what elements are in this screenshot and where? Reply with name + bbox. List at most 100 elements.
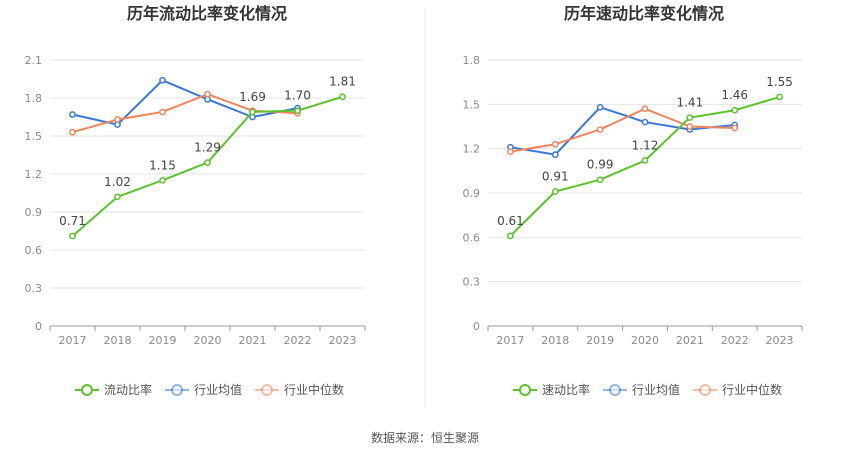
chart-title: 历年速动比率变化情况 — [564, 4, 724, 23]
data-point — [159, 108, 166, 116]
legend-marker — [609, 384, 621, 396]
data-point — [641, 157, 649, 164]
data-label: 1.81 — [329, 75, 356, 89]
y-tick-label: 1.2 — [463, 143, 481, 156]
y-tick-label: 1.8 — [463, 54, 481, 67]
data-point — [204, 90, 211, 98]
data-source-label: 数据来源：恒生聚源 — [371, 430, 479, 445]
data-point — [114, 116, 121, 123]
x-tick-label: 2021 — [239, 334, 267, 347]
y-tick-label: 2.1 — [25, 54, 43, 67]
data-point — [641, 118, 649, 126]
legend-label: 速动比率 — [542, 382, 590, 397]
data-point — [204, 159, 211, 166]
legend-marker — [81, 384, 93, 396]
data-label: 0.91 — [542, 170, 569, 184]
x-tick-label: 2018 — [541, 334, 569, 347]
data-point — [69, 232, 76, 240]
data-point — [686, 114, 694, 121]
legend-item: 速动比率 — [513, 382, 590, 397]
series-line-1 — [72, 79, 298, 126]
series-line-2 — [510, 107, 735, 153]
data-point — [339, 93, 346, 101]
data-point — [69, 111, 76, 118]
data-point — [551, 140, 559, 148]
series-line-0 — [509, 95, 780, 237]
data-point — [507, 232, 514, 240]
legend-item: 行业中位数 — [693, 382, 782, 397]
y-tick-label: 0 — [473, 320, 480, 333]
data-label: 1.41 — [676, 96, 703, 110]
y-tick-label: 1.5 — [463, 98, 481, 111]
data-label: 0.71 — [59, 214, 86, 228]
legend-item: 流动比率 — [75, 382, 152, 397]
x-tick-label: 2021 — [676, 334, 704, 347]
data-point — [159, 176, 166, 184]
y-tick-label: 0.3 — [463, 276, 481, 289]
y-tick-label: 1.8 — [25, 92, 43, 105]
legend-label: 行业均值 — [194, 382, 242, 397]
data-point — [249, 108, 256, 116]
data-point — [551, 188, 559, 195]
y-tick-label: 0.3 — [25, 282, 43, 295]
x-tick-label: 2022 — [721, 334, 749, 347]
x-tick-label: 2019 — [586, 334, 614, 347]
legend-label: 行业均值 — [632, 382, 680, 397]
data-label: 0.99 — [587, 158, 614, 172]
data-point — [731, 124, 739, 132]
x-tick-label: 2017 — [59, 334, 87, 347]
data-label: 1.29 — [194, 141, 221, 155]
data-point — [294, 107, 301, 115]
legend-label: 行业中位数 — [722, 382, 782, 397]
series-line-0 — [71, 95, 343, 237]
data-label: 1.69 — [239, 90, 266, 104]
x-tick-label: 2023 — [766, 334, 794, 347]
data-point — [507, 148, 514, 155]
current-ratio-chart: 历年流动比率变化情况 0 0.3 0.6 0.9 1.2 1.5 1.8 2.1 2017 2018… — [25, 4, 366, 397]
legend-item: 行业均值 — [603, 382, 680, 397]
data-point — [731, 106, 739, 114]
x-tick-label: 2017 — [496, 334, 524, 347]
x-tick-label: 2022 — [284, 334, 312, 347]
x-tick-label: 2019 — [149, 334, 177, 347]
legend-item: 行业中位数 — [255, 382, 344, 397]
data-point — [596, 126, 604, 133]
legend-marker — [261, 384, 273, 396]
data-point — [114, 193, 121, 201]
data-label: 0.61 — [497, 214, 524, 228]
data-label: 1.12 — [632, 138, 659, 152]
data-label: 1.15 — [149, 158, 176, 172]
y-tick-label: 0.9 — [25, 206, 43, 219]
data-point — [596, 176, 604, 184]
x-tick-label: 2023 — [329, 334, 357, 347]
legend-label: 流动比率 — [104, 382, 152, 397]
quick-ratio-chart: 历年速动比率变化情况 0 0.3 0.6 0.9 1.2 1.5 1.8 2017 2018 201… — [463, 4, 803, 397]
data-label: 1.55 — [766, 75, 793, 89]
data-point — [596, 103, 604, 111]
y-tick-label: 0 — [35, 320, 42, 333]
y-tick-label: 0.9 — [463, 187, 481, 200]
data-point — [159, 76, 166, 84]
data-point — [551, 151, 559, 158]
y-tick-label: 0.6 — [25, 244, 43, 257]
data-label: 1.02 — [104, 175, 131, 189]
y-tick-label: 0.6 — [463, 231, 481, 244]
y-tick-label: 1.2 — [25, 168, 43, 181]
legend-marker — [519, 384, 531, 396]
x-tick-label: 2018 — [104, 334, 132, 347]
data-point — [641, 105, 649, 113]
y-tick-label: 1.5 — [25, 130, 43, 143]
legend-marker — [699, 384, 711, 396]
legend-label: 行业中位数 — [284, 382, 344, 397]
x-tick-label: 2020 — [194, 334, 222, 347]
legend-marker — [171, 384, 183, 396]
series-line-1 — [510, 106, 735, 156]
data-point — [686, 123, 694, 130]
data-label: 1.70 — [284, 89, 311, 103]
x-tick-label: 2020 — [631, 334, 659, 347]
data-point — [69, 128, 76, 136]
data-label: 1.46 — [721, 88, 748, 102]
chart-title: 历年流动比率变化情况 — [127, 4, 287, 23]
legend-item: 行业均值 — [165, 382, 242, 397]
